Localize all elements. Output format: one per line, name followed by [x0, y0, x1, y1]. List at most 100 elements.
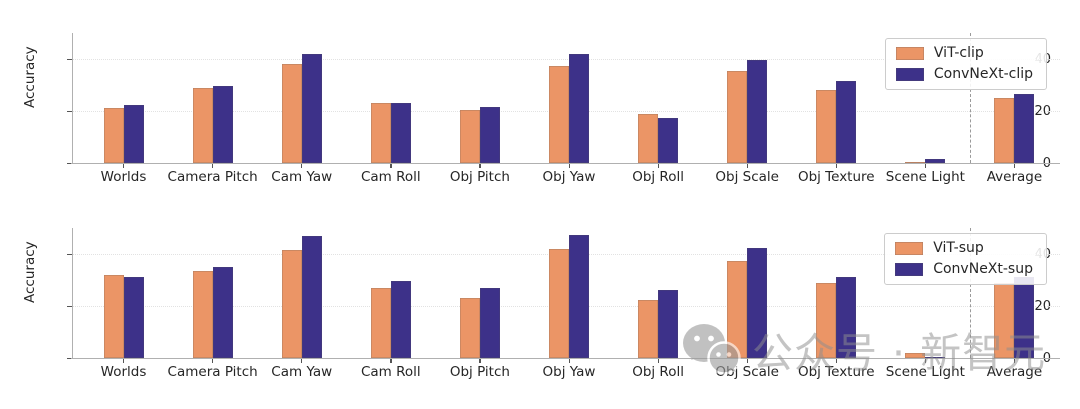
bar-convnext-sup-obj-pitch	[479, 287, 500, 358]
x-tick-mark	[123, 359, 125, 363]
bar-vit-clip-average	[994, 98, 1015, 163]
x-tick-label: Average	[986, 169, 1043, 185]
bar-vit-clip-camera-pitch	[192, 87, 213, 163]
bar-vit-sup-obj-texture	[816, 282, 837, 358]
x-tick-label: Obj Texture	[797, 364, 875, 380]
x-tick-mark	[835, 359, 837, 363]
y-tick-mark	[67, 253, 72, 255]
bar-convnext-clip-obj-pitch	[479, 107, 500, 163]
bar-convnext-clip-camera-pitch	[212, 86, 233, 163]
y-tick-mark	[67, 162, 72, 164]
x-tick-mark	[568, 164, 570, 168]
bar-vit-sup-obj-roll	[638, 299, 659, 358]
legend: ViT-clip ConvNeXt-clip	[884, 38, 1047, 90]
x-tick-label: Cam Roll	[360, 364, 421, 380]
x-axis-spine	[71, 162, 1060, 164]
bar-vit-clip-obj-texture	[816, 90, 837, 163]
legend-label: ViT-sup	[933, 240, 984, 256]
y-tick-mark	[67, 58, 72, 60]
x-tick-label: Obj Scale	[715, 169, 779, 185]
x-tick-mark	[924, 164, 927, 168]
bar-vit-clip-cam-yaw	[281, 64, 302, 163]
bar-convnext-sup-average	[1014, 277, 1035, 358]
x-tick-mark	[212, 359, 214, 363]
bar-convnext-sup-obj-yaw	[569, 234, 589, 358]
y-axis-spine	[72, 33, 74, 163]
x-tick-mark	[746, 164, 748, 168]
legend: ViT-sup ConvNeXt-sup	[884, 233, 1047, 285]
bar-vit-clip-cam-roll	[370, 103, 391, 163]
legend-item: ConvNeXt-clip	[895, 66, 1033, 82]
legend-swatch	[895, 68, 924, 81]
legend-swatch	[895, 263, 924, 276]
legend-item: ViT-clip	[895, 45, 1033, 61]
y-tick-mark	[67, 305, 72, 307]
legend-label: ConvNeXt-sup	[933, 261, 1033, 277]
bar-vit-clip-obj-yaw	[549, 65, 569, 163]
bar-convnext-sup-cam-roll	[390, 281, 411, 358]
x-tick-mark	[479, 359, 481, 363]
bar-vit-sup-obj-pitch	[459, 298, 480, 358]
bar-convnext-sup-obj-roll	[658, 290, 679, 358]
bar-convnext-sup-worlds	[123, 277, 144, 358]
bar-convnext-sup-obj-scale	[747, 247, 768, 358]
bar-vit-clip-obj-pitch	[459, 109, 480, 163]
bar-convnext-clip-obj-texture	[836, 81, 857, 163]
x-tick-mark	[657, 359, 659, 363]
bar-vit-sup-cam-roll	[370, 287, 391, 358]
grid-line	[72, 59, 1060, 60]
x-tick-mark	[212, 164, 214, 168]
bar-convnext-clip-obj-scale	[747, 60, 768, 163]
bar-vit-sup-scene-light	[905, 352, 926, 358]
x-tick-label: Obj Yaw	[542, 169, 596, 185]
y-tick-mark	[67, 110, 72, 112]
x-tick-label: Obj Scale	[715, 364, 779, 380]
bar-vit-clip-obj-roll	[638, 113, 659, 163]
x-tick-label: Camera Pitch	[167, 364, 258, 380]
x-tick-label: Average	[986, 364, 1043, 380]
x-tick-label: Scene Light	[885, 169, 965, 185]
x-tick-label: Scene Light	[885, 364, 965, 380]
legend-swatch	[895, 242, 924, 255]
legend-label: ViT-clip	[933, 45, 984, 61]
x-tick-label: Cam Yaw	[271, 364, 333, 380]
bar-convnext-clip-cam-roll	[390, 103, 411, 163]
bar-vit-sup-obj-scale	[727, 260, 748, 358]
x-tick-mark	[924, 359, 927, 363]
bar-convnext-clip-average	[1014, 94, 1035, 163]
bar-convnext-sup-scene-light	[925, 356, 946, 358]
bar-convnext-clip-cam-yaw	[301, 53, 322, 163]
bar-convnext-sup-camera-pitch	[212, 267, 233, 358]
y-axis-label: Accuracy	[22, 46, 38, 108]
x-tick-label: Obj Pitch	[449, 169, 510, 185]
bar-convnext-sup-cam-yaw	[301, 235, 322, 358]
bar-vit-sup-cam-yaw	[281, 250, 302, 358]
y-tick-mark	[67, 357, 72, 359]
x-tick-label: Obj Roll	[632, 364, 684, 380]
average-separator-line	[969, 228, 971, 358]
bar-vit-sup-worlds	[103, 274, 124, 358]
average-separator-line	[969, 33, 971, 163]
legend-label: ConvNeXt-clip	[933, 66, 1033, 82]
x-tick-mark	[657, 164, 659, 168]
bar-vit-clip-worlds	[103, 108, 124, 163]
legend-item: ConvNeXt-sup	[895, 262, 1033, 277]
x-tick-label: Obj Texture	[797, 169, 875, 185]
x-axis-spine	[71, 357, 1060, 359]
x-tick-mark	[390, 359, 392, 363]
x-tick-mark	[390, 164, 392, 168]
legend-swatch	[895, 47, 924, 60]
x-tick-label: Obj Roll	[632, 169, 684, 185]
x-tick-mark	[1013, 164, 1016, 168]
x-tick-mark	[835, 164, 837, 168]
bar-vit-clip-obj-scale	[727, 70, 748, 163]
x-tick-label: Cam Yaw	[271, 169, 333, 185]
bar-convnext-sup-obj-texture	[836, 277, 857, 358]
x-tick-label: Obj Yaw	[542, 364, 596, 380]
bar-vit-sup-obj-yaw	[549, 248, 569, 358]
x-tick-mark	[568, 359, 570, 363]
x-tick-mark	[301, 359, 303, 363]
bar-vit-clip-scene-light	[905, 161, 926, 163]
